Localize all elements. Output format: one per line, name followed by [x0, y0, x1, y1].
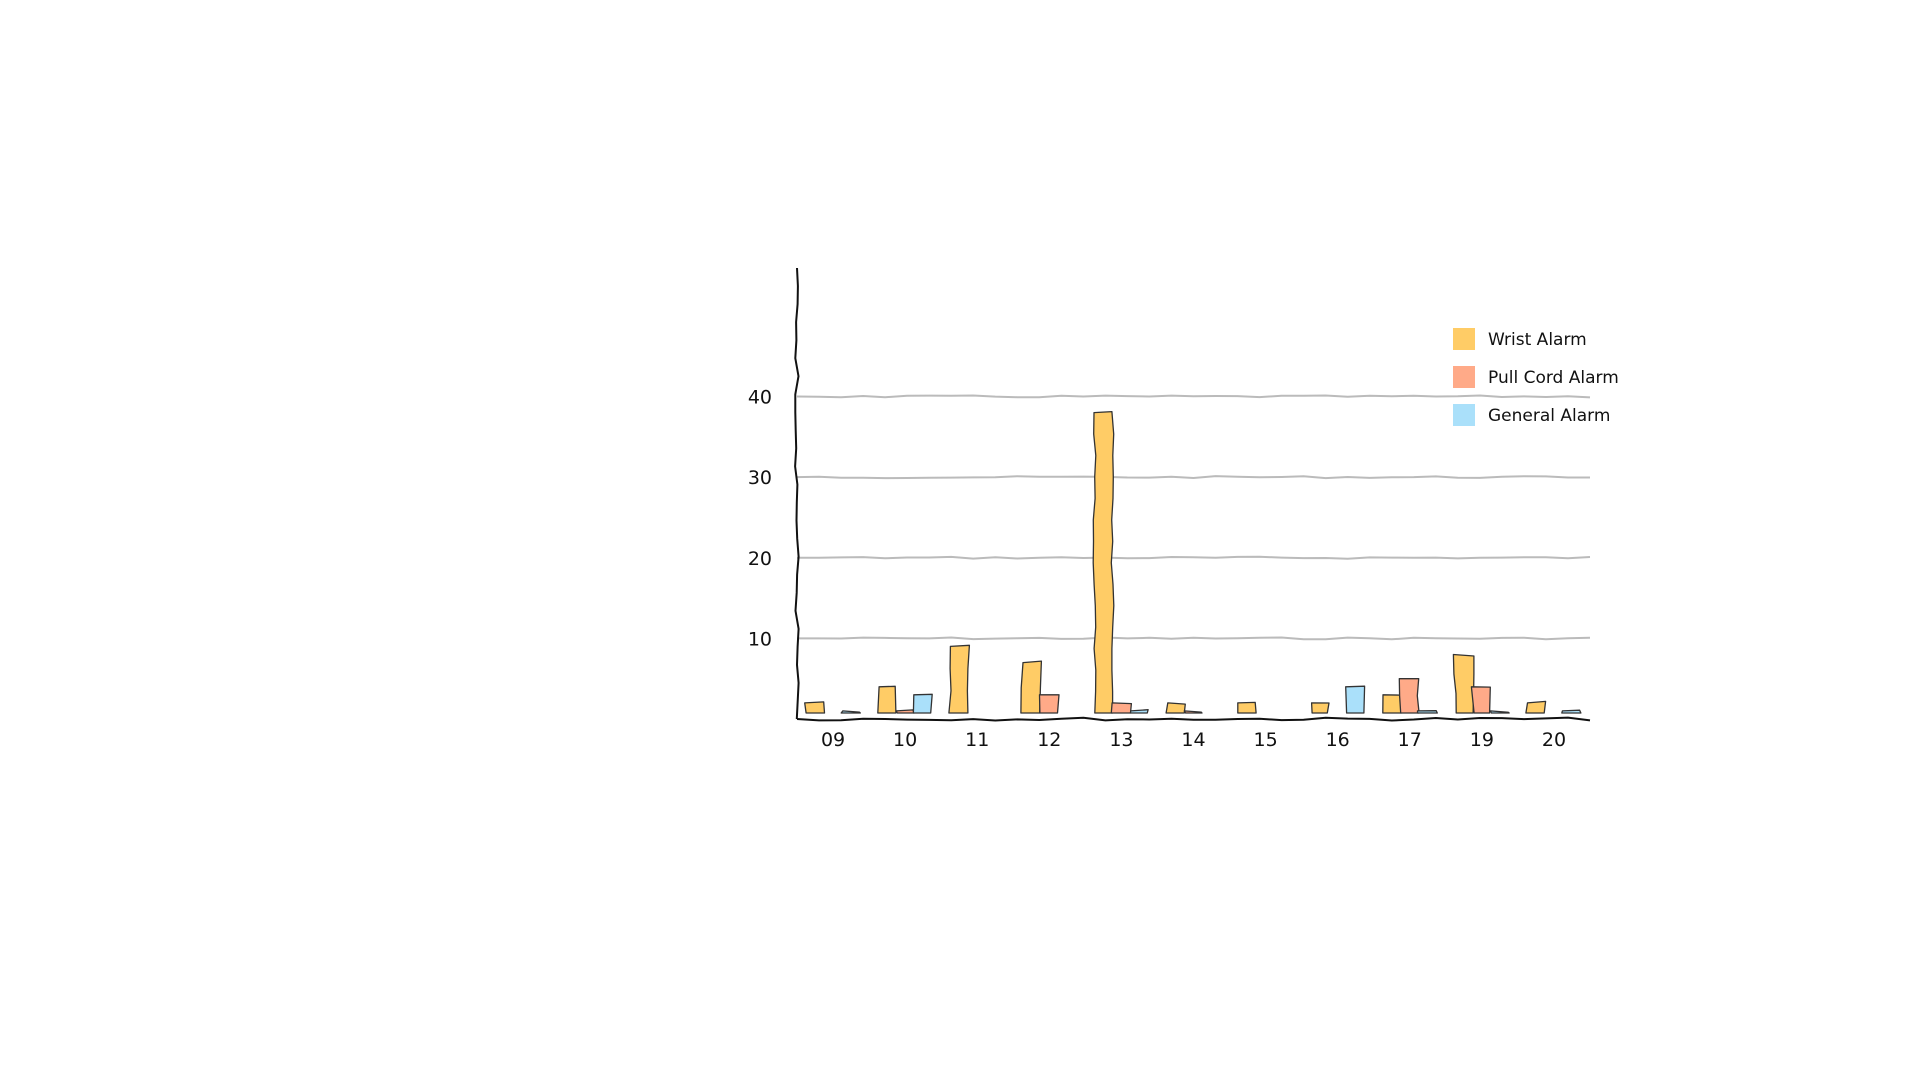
bar-wrist-alarm-13 — [1092, 410, 1115, 714]
legend: Wrist Alarm Pull Cord Alarm General Alarm — [1453, 328, 1619, 426]
y-axis-line — [794, 267, 800, 720]
x-tick-labels: 09 10 11 12 13 14 15 16 17 19 20 — [821, 729, 1566, 751]
x-tick-label: 09 — [821, 729, 845, 751]
bar-pull-cord-alarm-12 — [1038, 694, 1060, 714]
bar-general-alarm-16 — [1345, 685, 1366, 714]
bar-wrist-alarm-19 — [1452, 653, 1475, 714]
x-tick-label: 17 — [1398, 729, 1422, 751]
bar-wrist-alarm-17 — [1382, 694, 1402, 714]
x-tick-label: 13 — [1109, 729, 1133, 751]
x-tick-label: 20 — [1542, 729, 1566, 751]
x-tick-label: 12 — [1037, 729, 1061, 751]
bar-pull-cord-alarm-19 — [1470, 686, 1491, 714]
bar-general-alarm-20 — [1561, 709, 1582, 714]
bar-general-alarm-10 — [912, 693, 933, 714]
bar-wrist-alarm-11 — [948, 644, 971, 714]
gridline-10 — [797, 636, 1591, 641]
bar-pull-cord-alarm-14 — [1183, 710, 1203, 714]
legend-swatch-general-alarm — [1453, 404, 1475, 426]
legend-label: General Alarm — [1488, 406, 1610, 426]
bar-wrist-alarm-20 — [1525, 700, 1547, 714]
bar-wrist-alarm-09 — [804, 701, 826, 714]
bar-wrist-alarm-14 — [1165, 702, 1186, 714]
legend-label: Wrist Alarm — [1488, 330, 1587, 350]
y-tick-label: 10 — [748, 628, 772, 650]
legend-label: Pull Cord Alarm — [1488, 368, 1619, 388]
gridlines — [796, 394, 1591, 641]
gridline-40 — [796, 394, 1591, 399]
x-tick-label: 16 — [1326, 729, 1350, 751]
gridline-20 — [797, 555, 1591, 560]
bars — [804, 410, 1582, 714]
bar-pull-cord-alarm-17 — [1398, 677, 1420, 714]
bar-general-alarm-13 — [1129, 709, 1149, 714]
x-tick-label: 11 — [965, 729, 989, 751]
x-tick-label: 19 — [1470, 729, 1494, 751]
y-tick-label: 30 — [748, 467, 772, 489]
y-tick-label: 20 — [748, 548, 772, 570]
gridline-30 — [796, 475, 1590, 480]
x-tick-label: 10 — [893, 729, 917, 751]
legend-swatch-wrist-alarm — [1453, 328, 1475, 350]
x-tick-label: 15 — [1253, 729, 1277, 751]
legend-swatch-pull-cord-alarm — [1453, 366, 1475, 388]
bar-wrist-alarm-15 — [1237, 701, 1257, 714]
bar-wrist-alarm-16 — [1310, 702, 1330, 714]
bar-pull-cord-alarm-13 — [1110, 702, 1133, 714]
bar-general-alarm-17 — [1416, 710, 1438, 714]
bar-general-alarm-09 — [840, 710, 861, 714]
bar-pull-cord-alarm-10 — [895, 709, 915, 714]
bar-general-alarm-19 — [1489, 710, 1510, 714]
x-tick-label: 14 — [1181, 729, 1205, 751]
x-axis-line — [796, 716, 1591, 722]
y-tick-label: 40 — [748, 387, 772, 409]
axes — [794, 267, 1591, 722]
y-tick-labels: 10 20 30 40 — [748, 387, 772, 651]
bar-wrist-alarm-10 — [877, 685, 897, 714]
bar-wrist-alarm-12 — [1020, 660, 1043, 714]
